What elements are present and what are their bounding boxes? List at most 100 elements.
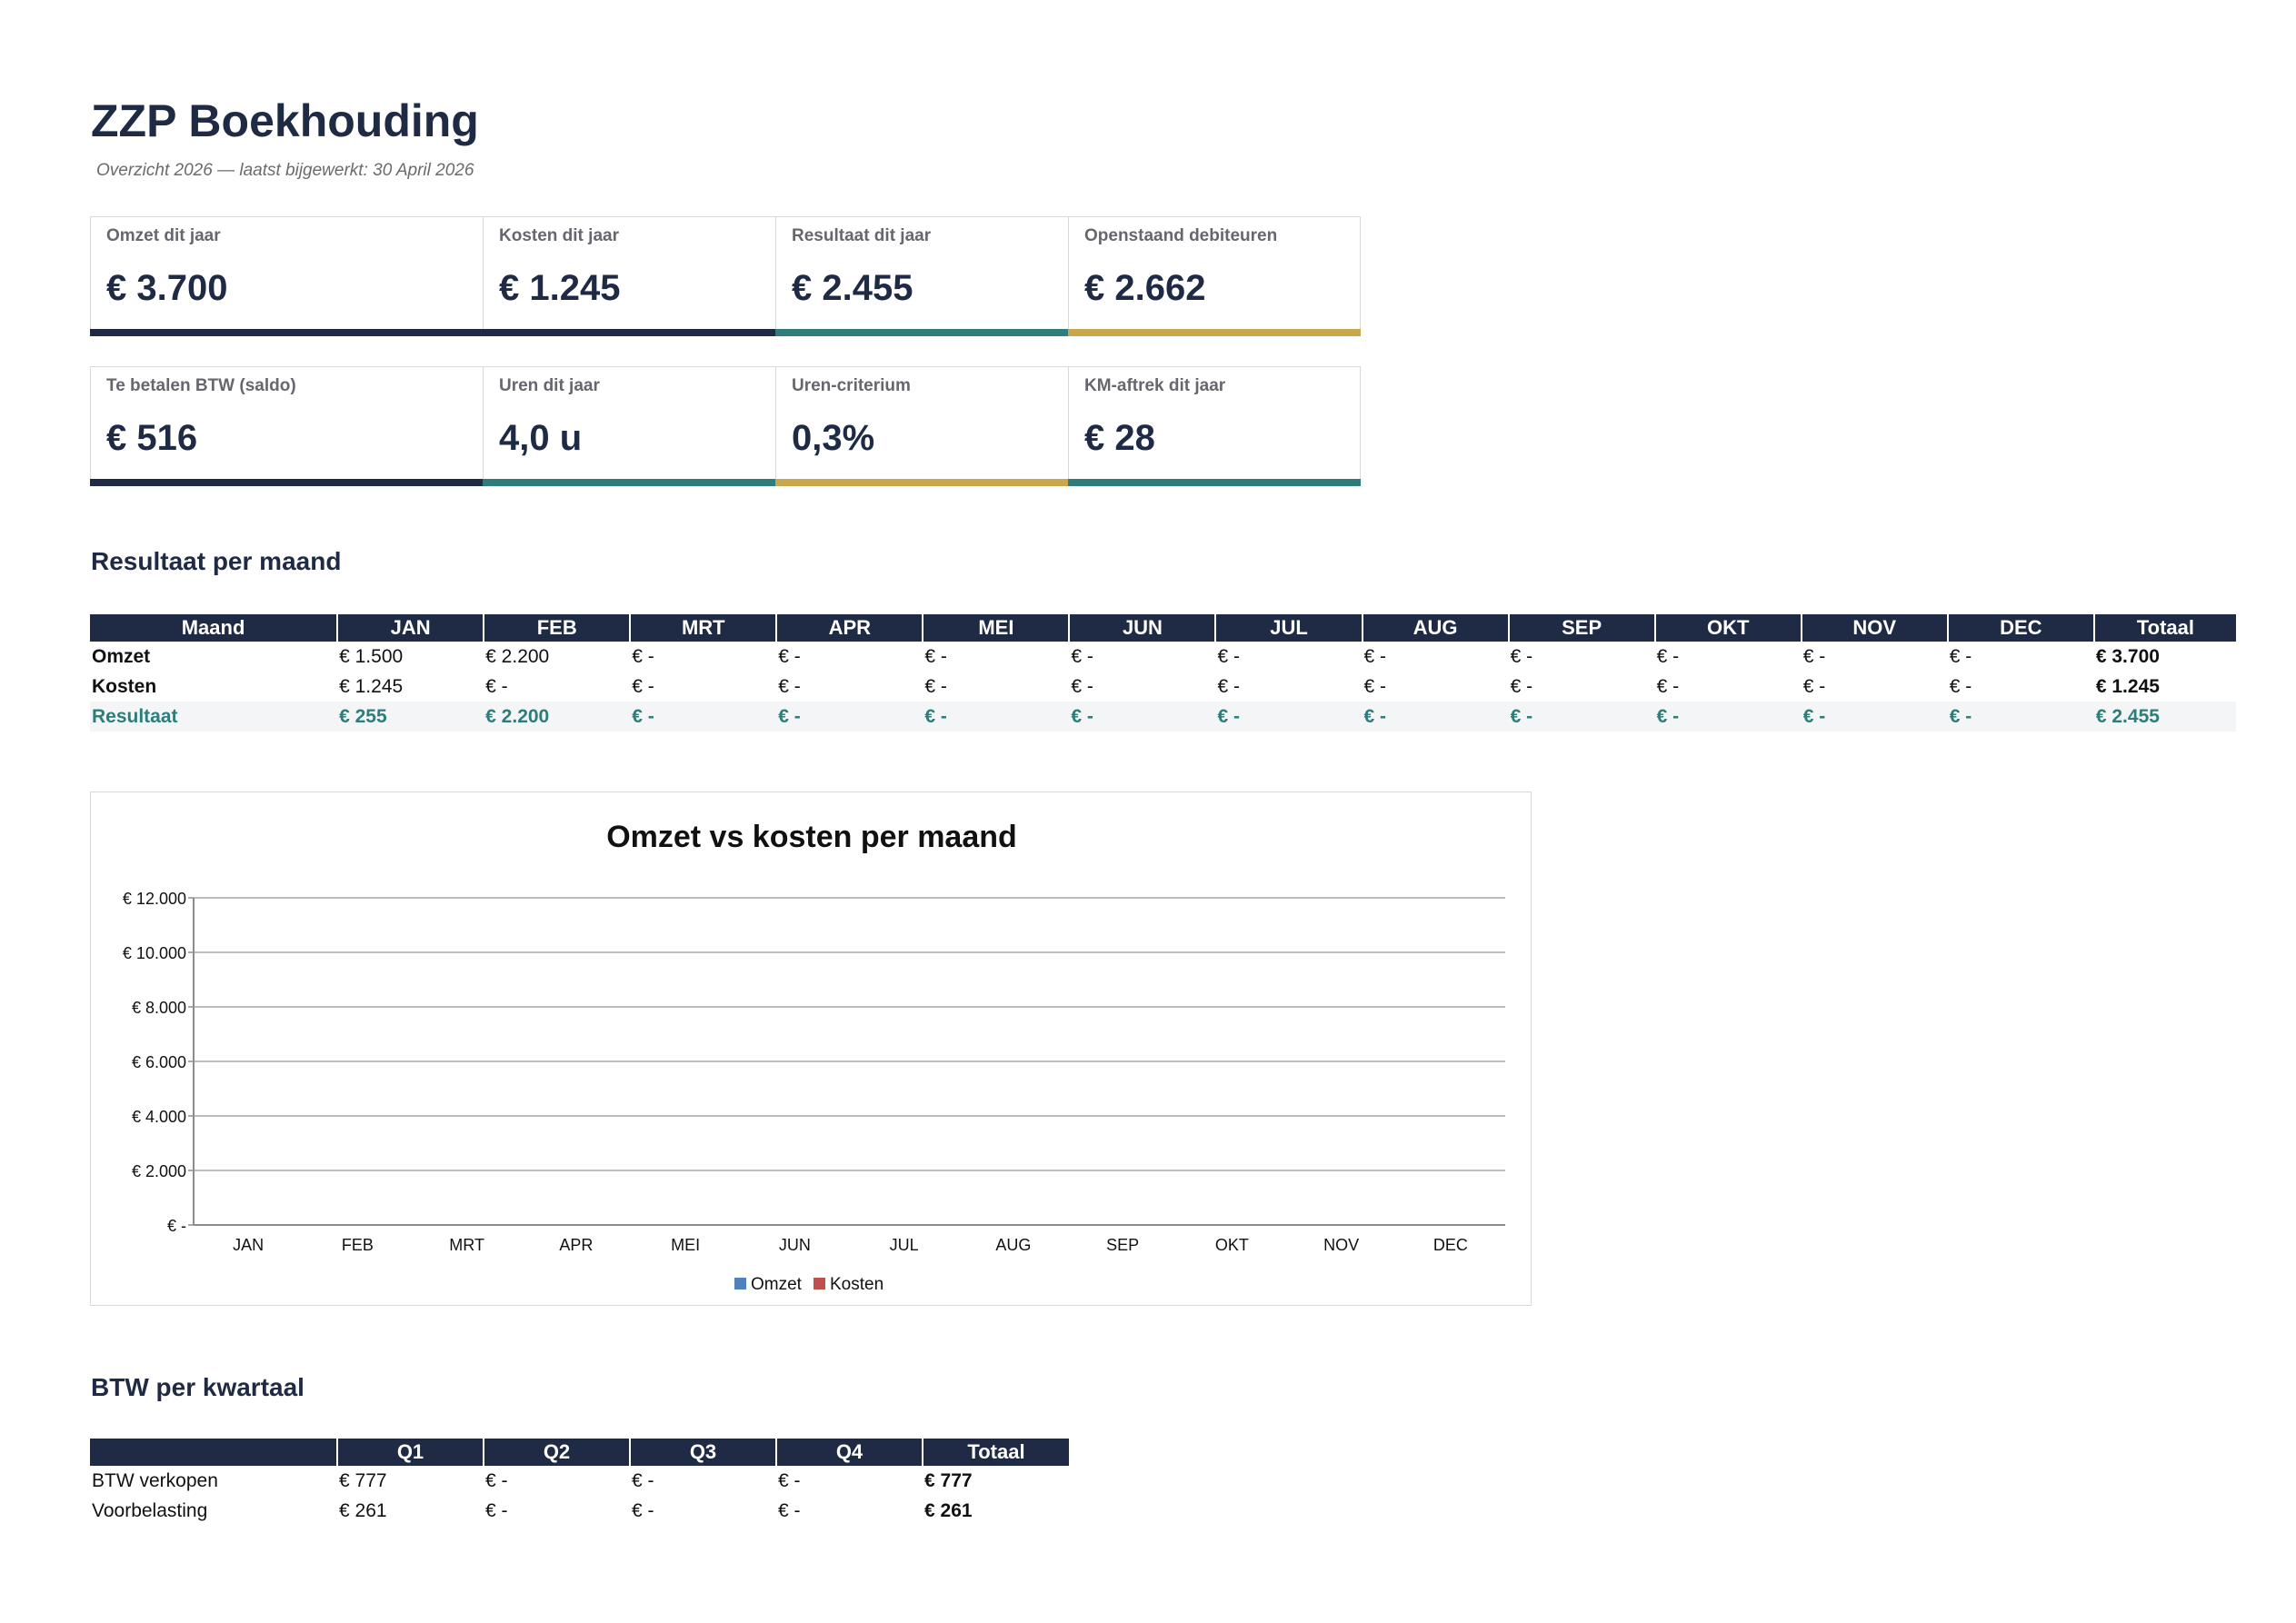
table-cell: € - (1071, 645, 1093, 667)
table-cell: € - (485, 675, 508, 697)
btw-table: Q1 Q2 Q3 Q4 Totaal BTW verkopen € 777 € … (90, 1439, 1069, 1526)
table-cell: € - (924, 645, 947, 667)
column-header: OKT (1654, 614, 1802, 642)
table-cell: € - (1363, 675, 1387, 697)
kpi-row-1: Omzet dit jaar € 3.700 Kosten dit jaar €… (90, 216, 1361, 336)
x-tick-label: AUG (995, 1236, 1031, 1254)
table-row-voorbelasting: Voorbelasting € 261 € - € - € - € 261 (90, 1496, 1069, 1526)
kpi-label: Resultaat dit jaar (792, 226, 932, 245)
column-header: APR (776, 614, 924, 642)
table-cell: € - (1362, 702, 1509, 732)
kpi-value: € 1.245 (499, 268, 621, 308)
chart-omzet-vs-kosten: Omzet vs kosten per maand € - € 2.000 € 4.… (90, 792, 1532, 1306)
x-tick-label: MRT (449, 1236, 484, 1254)
section-title-monthly: Resultaat per maand (91, 547, 342, 575)
kpi-row-2: Te betalen BTW (saldo) € 516 Uren dit ja… (90, 366, 1361, 486)
table-cell: € - (1071, 675, 1093, 697)
table-cell-total: € 1.245 (2095, 675, 2160, 697)
table-cell: € 255 (337, 702, 484, 732)
column-header: JUL (1215, 614, 1363, 642)
kpi-value: € 28 (1084, 418, 1155, 458)
table-cell: € - (632, 675, 654, 697)
table-cell: € - (776, 702, 923, 732)
kpi-label: Uren-criterium (792, 376, 911, 395)
table-cell: € 2.200 (485, 645, 550, 667)
table-cell: € - (924, 675, 947, 697)
table-cell: € - (1508, 702, 1655, 732)
table-cell: € - (1949, 675, 1972, 697)
kpi-accent-bar (775, 329, 1069, 336)
column-header: SEP (1508, 614, 1656, 642)
table-cell: € - (1656, 675, 1680, 697)
y-tick-label: € - (167, 1217, 186, 1235)
column-header: FEB (484, 614, 632, 642)
column-header: MEI (923, 614, 1071, 642)
row-label: Kosten (92, 675, 157, 697)
kpi-accent-bar (90, 329, 484, 336)
table-cell: € 777 (339, 1469, 387, 1491)
chart-title: Omzet vs kosten per maand (606, 820, 1017, 854)
column-header: Q1 (337, 1439, 484, 1466)
legend-label: Kosten (830, 1275, 883, 1294)
table-cell: € 2.200 (484, 702, 631, 732)
row-label: Omzet (92, 645, 151, 667)
x-tick-label: SEP (1106, 1236, 1139, 1254)
kpi-card-km-aftrek: KM-aftrek dit jaar € 28 (1068, 366, 1361, 486)
table-cell: € - (1656, 645, 1680, 667)
column-header: DEC (1947, 614, 2095, 642)
x-tick-label: NOV (1323, 1236, 1359, 1254)
table-cell: € - (1217, 675, 1240, 697)
table-cell: € 261 (339, 1499, 387, 1521)
table-cell-total: € 777 (924, 1469, 973, 1491)
column-header: Maand (90, 614, 339, 642)
table-cell: € - (632, 645, 654, 667)
kpi-label: KM-aftrek dit jaar (1084, 376, 1226, 395)
table-row-kosten: Kosten € 1.245 € - € - € - € - € - € - €… (90, 672, 2236, 702)
table-cell-total: € 2.455 (2093, 702, 2236, 732)
y-tick-label: € 12.000 (123, 890, 186, 908)
table-cell: € - (1947, 702, 2094, 732)
column-header: Q2 (484, 1439, 631, 1466)
column-header: Q3 (630, 1439, 777, 1466)
kpi-accent-bar (90, 479, 484, 486)
kpi-card-debiteuren: Openstaand debiteuren € 2.662 (1068, 216, 1361, 336)
x-tick-label: FEB (342, 1236, 374, 1254)
kpi-card-resultaat: Resultaat dit jaar € 2.455 (775, 216, 1069, 336)
column-header: JAN (337, 614, 485, 642)
table-cell: € - (1802, 675, 1826, 697)
kpi-accent-bar (483, 329, 776, 336)
kpi-label: Openstaand debiteuren (1084, 226, 1278, 245)
table-cell: € - (778, 675, 801, 697)
kpi-card-btw: Te betalen BTW (saldo) € 516 (90, 366, 484, 486)
row-label: BTW verkopen (92, 1469, 218, 1491)
table-cell: € - (923, 702, 1070, 732)
table-header-row: Maand JAN FEB MRT APR MEI JUN JUL AUG SE… (90, 614, 2236, 642)
table-cell: € - (485, 1499, 508, 1521)
column-header: JUN (1069, 614, 1217, 642)
table-cell: € - (778, 645, 801, 667)
kpi-value: 4,0 u (499, 418, 583, 458)
legend-label: Omzet (751, 1275, 803, 1294)
column-header (90, 1439, 338, 1466)
table-cell: € - (1949, 645, 1972, 667)
kpi-card-uren-criterium: Uren-criterium 0,3% (775, 366, 1069, 486)
table-cell: € - (1215, 702, 1363, 732)
x-tick-label: OKT (1215, 1236, 1249, 1254)
kpi-accent-bar (775, 479, 1069, 486)
table-cell: € - (1654, 702, 1802, 732)
x-tick-label: JUL (890, 1236, 919, 1254)
legend-swatch (814, 1278, 825, 1289)
column-header: NOV (1801, 614, 1949, 642)
table-cell: € - (1510, 675, 1533, 697)
table-row-omzet: Omzet € 1.500 € 2.200 € - € - € - € - € … (90, 642, 2236, 672)
kpi-value: € 2.662 (1084, 268, 1206, 308)
kpi-value: € 3.700 (106, 268, 228, 308)
kpi-accent-bar (1068, 329, 1361, 336)
table-cell: € - (632, 1469, 654, 1491)
table-cell: € - (630, 702, 777, 732)
kpi-accent-bar (1068, 479, 1361, 486)
table-row-btw-verkopen: BTW verkopen € 777 € - € - € - € 777 (90, 1466, 1069, 1496)
legend-swatch (734, 1278, 746, 1289)
table-cell: € - (1217, 645, 1240, 667)
y-tick-label: € 4.000 (132, 1108, 186, 1126)
